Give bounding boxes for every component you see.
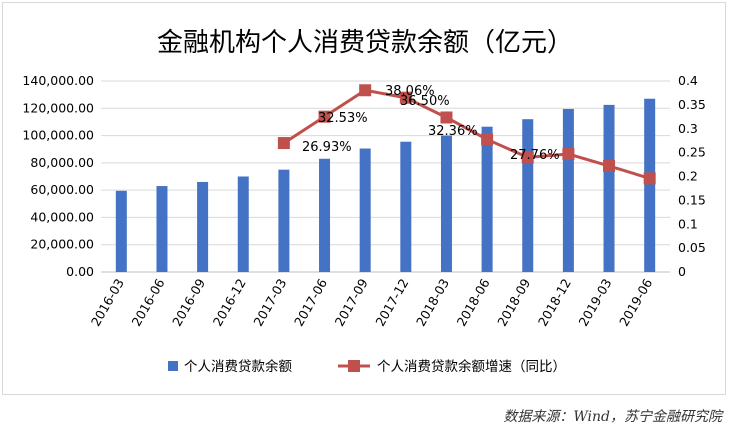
growth-marker bbox=[481, 133, 494, 146]
chart-frame bbox=[2, 2, 726, 395]
growth-marker bbox=[521, 151, 534, 164]
bar bbox=[481, 126, 493, 272]
y-left-tick-label: 20,000.00 bbox=[30, 237, 94, 252]
y-right-tick-label: 0.4 bbox=[678, 73, 698, 88]
y-right-tick-label: 0.05 bbox=[678, 240, 706, 255]
y-right-tick-label: 0.1 bbox=[678, 216, 698, 231]
chart-title: 金融机构个人消费贷款余额（亿元） bbox=[157, 28, 573, 58]
growth-marker bbox=[277, 137, 290, 150]
growth-marker bbox=[440, 111, 453, 124]
legend-line-marker bbox=[348, 360, 360, 372]
bar bbox=[562, 108, 574, 272]
y-right-tick-label: 0.2 bbox=[678, 169, 698, 184]
bar bbox=[197, 181, 209, 272]
x-tick-label: 2019-06 bbox=[616, 276, 655, 329]
y-left-tick-label: 40,000.00 bbox=[30, 209, 94, 224]
x-tick-label: 2016-03 bbox=[88, 276, 127, 329]
growth-line bbox=[283, 88, 651, 180]
growth-marker bbox=[643, 172, 656, 185]
x-tick-label: 2019-03 bbox=[576, 276, 615, 329]
y-right-tick-label: 0 bbox=[678, 264, 686, 279]
x-tick-label: 2017-09 bbox=[332, 276, 371, 329]
y-left-tick-label: 100,000.00 bbox=[22, 128, 94, 143]
growth-data-label: 36.50% bbox=[400, 94, 450, 109]
growth-marker bbox=[359, 84, 372, 97]
bar bbox=[156, 186, 168, 272]
y-left-tick-label: 140,000.00 bbox=[22, 73, 94, 88]
x-tick-label: 2016-12 bbox=[210, 276, 249, 329]
y-right-tick-label: 0.3 bbox=[678, 121, 698, 136]
x-tick-label: 2018-03 bbox=[413, 276, 452, 329]
bar bbox=[440, 135, 452, 272]
bar bbox=[237, 176, 249, 272]
bar bbox=[359, 148, 371, 272]
source-note: 数据来源：Wind，苏宁金融研究院 bbox=[503, 409, 722, 425]
x-tick-label: 2017-12 bbox=[372, 276, 411, 329]
growth-marker bbox=[318, 110, 331, 123]
growth-data-label: 38.06% bbox=[385, 84, 435, 99]
legend-bar-swatch bbox=[168, 361, 178, 371]
growth-marker bbox=[603, 159, 616, 172]
bar bbox=[400, 141, 412, 272]
bar bbox=[644, 98, 656, 272]
y-right-tick-label: 0.35 bbox=[678, 97, 706, 112]
y-right-tick-label: 0.15 bbox=[678, 192, 706, 207]
legend-bar-label: 个人消费贷款余额 bbox=[184, 358, 292, 375]
growth-data-label: 32.53% bbox=[318, 111, 368, 126]
x-tick-label: 2017-03 bbox=[250, 276, 289, 329]
bar bbox=[278, 169, 290, 272]
legend-line-label: 个人消费贷款余额增速（同比） bbox=[377, 358, 566, 375]
x-tick-label: 2018-06 bbox=[454, 276, 493, 329]
growth-data-label: 32.36% bbox=[428, 124, 478, 139]
y-left-tick-label: 80,000.00 bbox=[30, 155, 94, 170]
x-tick-label: 2017-06 bbox=[291, 276, 330, 329]
x-tick-label: 2016-09 bbox=[169, 276, 208, 329]
x-tick-label: 2016-06 bbox=[128, 276, 167, 329]
bar bbox=[522, 119, 534, 272]
growth-marker bbox=[399, 91, 412, 104]
bar bbox=[319, 158, 331, 272]
y-left-tick-label: 120,000.00 bbox=[22, 100, 94, 115]
y-right-tick-label: 0.25 bbox=[678, 145, 706, 160]
x-tick-label: 2018-09 bbox=[494, 276, 533, 329]
bar bbox=[115, 190, 127, 272]
growth-data-label: 26.93% bbox=[302, 140, 352, 155]
growth-data-label: 27.76% bbox=[510, 148, 560, 163]
growth-marker bbox=[562, 148, 575, 161]
x-tick-label: 2018-12 bbox=[535, 276, 574, 329]
y-left-tick-label: 0.00 bbox=[66, 264, 94, 279]
y-left-tick-label: 60,000.00 bbox=[30, 182, 94, 197]
bar bbox=[603, 104, 615, 272]
